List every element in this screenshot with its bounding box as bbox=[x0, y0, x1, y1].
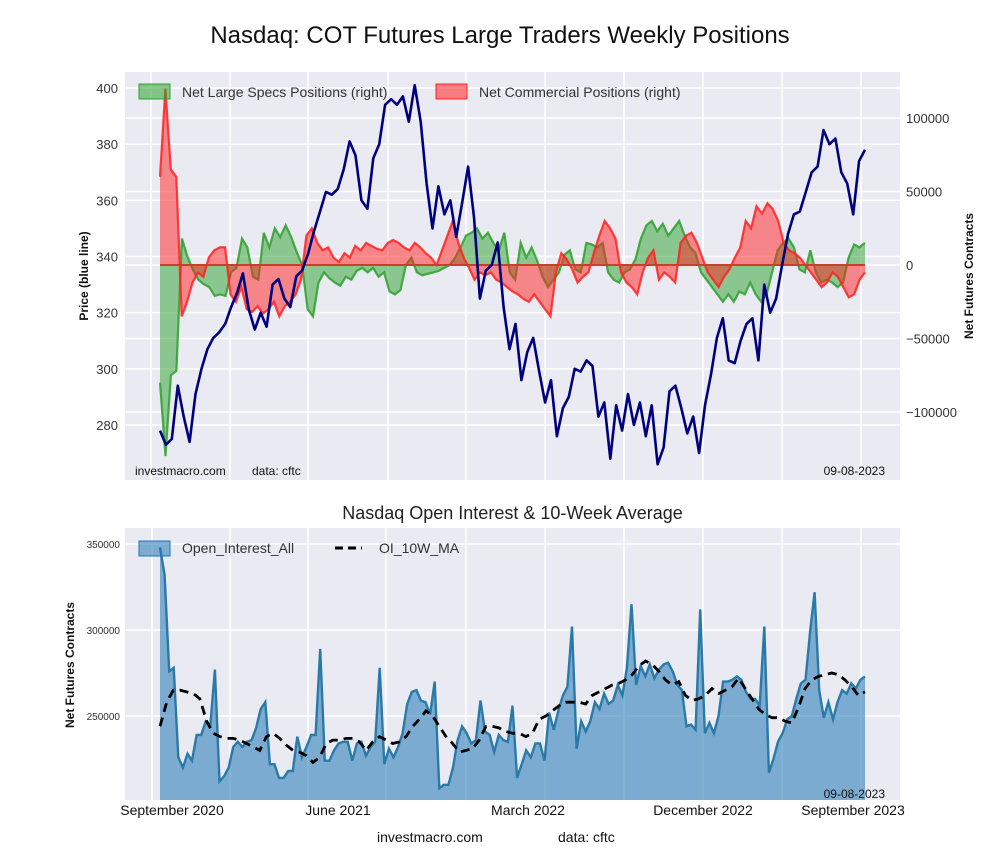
open-interest-axis-ticks: 250000 300000 350000 bbox=[87, 540, 121, 723]
oi-tick-label: 350000 bbox=[87, 540, 121, 551]
price-tick-label: 360 bbox=[96, 193, 118, 208]
contracts-tick-label: 0 bbox=[906, 258, 913, 273]
net-contracts-axis-ticks: −100000 −50000 0 50000 100000 bbox=[906, 111, 957, 420]
footer-source: data: cftc bbox=[558, 829, 615, 845]
top-date-label: 09-08-2023 bbox=[824, 464, 886, 478]
open-interest-line bbox=[158, 547, 866, 791]
specs-legend-label: Net Large Specs Positions (right) bbox=[182, 84, 387, 100]
oi-tick-label: 300000 bbox=[87, 626, 121, 637]
top-watermark-site: investmacro.com bbox=[135, 464, 226, 478]
price-tick-label: 280 bbox=[96, 418, 118, 433]
price-line bbox=[158, 83, 867, 466]
top-positions-fills bbox=[158, 88, 866, 457]
open-interest-axis-label: Net Futures Contracts bbox=[63, 602, 77, 728]
oi-tick-label: 250000 bbox=[87, 712, 121, 723]
price-tick-label: 400 bbox=[96, 81, 118, 96]
bottom-legend: Open_Interest_All OI_10W_MA bbox=[138, 540, 460, 557]
date-tick-label: June 2021 bbox=[305, 802, 371, 818]
specs-legend-swatch bbox=[138, 83, 171, 100]
specs-positions-area bbox=[160, 220, 865, 457]
price-tick-label: 380 bbox=[96, 137, 118, 152]
contracts-tick-label: −50000 bbox=[906, 332, 950, 347]
open-interest-fill bbox=[160, 547, 865, 800]
open-interest-legend-label: Open_Interest_All bbox=[182, 540, 294, 556]
price-tick-label: 320 bbox=[96, 306, 118, 321]
contracts-tick-label: 50000 bbox=[906, 185, 942, 200]
date-tick-label: September 2023 bbox=[801, 802, 905, 818]
date-tick-label: December 2022 bbox=[653, 802, 753, 818]
open-interest-chart-title: Nasdaq Open Interest & 10-Week Average bbox=[342, 503, 683, 523]
contracts-tick-label: −100000 bbox=[906, 405, 957, 420]
ma-line bbox=[158, 659, 866, 765]
commercial-legend-swatch bbox=[435, 83, 468, 100]
footer-site: investmacro.com bbox=[377, 829, 483, 845]
commercial-positions-line bbox=[158, 88, 866, 320]
bottom-date-label: 09-08-2023 bbox=[824, 787, 886, 801]
open-interest-area bbox=[158, 547, 866, 800]
open-interest-legend-swatch bbox=[138, 540, 171, 557]
price-tick-label: 300 bbox=[96, 362, 118, 377]
ma-legend-label: OI_10W_MA bbox=[379, 540, 460, 556]
commercial-positions-area bbox=[160, 88, 865, 317]
date-tick-label: September 2020 bbox=[120, 802, 224, 818]
price-axis-label: Price (blue line) bbox=[77, 231, 91, 320]
date-tick-label: March 2022 bbox=[491, 802, 565, 818]
price-axis-ticks: 280 300 320 340 360 380 400 bbox=[96, 81, 118, 433]
date-axis-ticks: September 2020 June 2021 March 2022 Decembe… bbox=[120, 802, 905, 818]
net-contracts-axis-label: Net Futures Contracts bbox=[962, 213, 976, 339]
contracts-tick-label: 100000 bbox=[906, 111, 949, 126]
price-tick-label: 340 bbox=[96, 250, 118, 265]
top-lines bbox=[158, 83, 867, 466]
top-legend: Net Large Specs Positions (right) Net Co… bbox=[138, 83, 681, 100]
commercial-legend-label: Net Commercial Positions (right) bbox=[479, 84, 681, 100]
chart-title: Nasdaq: COT Futures Large Traders Weekly… bbox=[210, 22, 790, 49]
top-watermark-source: data: cftc bbox=[252, 464, 301, 478]
